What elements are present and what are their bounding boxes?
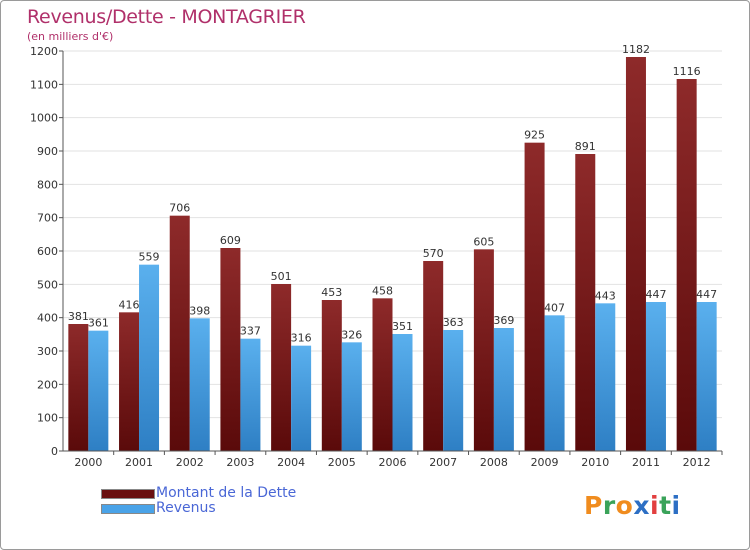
bar-revenus bbox=[443, 330, 464, 451]
x-tick-label: 2006 bbox=[379, 456, 407, 469]
data-label-dette: 1116 bbox=[673, 65, 701, 78]
y-tick-label: 1200 bbox=[30, 45, 58, 58]
chart-title: Revenus/Dette - MONTAGRIER bbox=[27, 6, 306, 28]
bar-revenus bbox=[341, 342, 362, 451]
data-label-revenus: 361 bbox=[88, 317, 109, 330]
data-label-dette: 458 bbox=[372, 284, 393, 297]
data-label-revenus: 559 bbox=[139, 251, 160, 264]
data-label-revenus: 407 bbox=[544, 301, 565, 314]
bar-dette bbox=[372, 298, 393, 451]
logo-letter: i bbox=[650, 491, 660, 520]
x-tick-label: 2002 bbox=[176, 456, 204, 469]
bar-revenus bbox=[595, 303, 616, 451]
legend-swatch-revenus bbox=[101, 504, 155, 514]
bar-revenus bbox=[139, 264, 160, 451]
x-tick-label: 2011 bbox=[632, 456, 660, 469]
bar-dette bbox=[524, 142, 545, 451]
y-tick-label: 1000 bbox=[30, 112, 58, 125]
logo-letter: i bbox=[671, 491, 681, 520]
legend-label-revenus: Revenus bbox=[156, 500, 216, 516]
bar-revenus bbox=[240, 338, 261, 451]
data-label-revenus: 447 bbox=[645, 288, 666, 301]
data-label-dette: 706 bbox=[169, 202, 190, 215]
x-tick-label: 2008 bbox=[480, 456, 508, 469]
data-label-revenus: 369 bbox=[493, 314, 514, 327]
x-tick-label: 2009 bbox=[531, 456, 559, 469]
bar-dette bbox=[220, 248, 241, 451]
y-tick-label: 0 bbox=[51, 445, 58, 458]
y-tick-label: 600 bbox=[37, 245, 58, 258]
data-label-dette: 381 bbox=[68, 310, 89, 323]
y-tick-label: 900 bbox=[37, 145, 58, 158]
data-label-dette: 453 bbox=[321, 286, 342, 299]
bar-dette bbox=[321, 300, 342, 451]
data-label-dette: 891 bbox=[575, 140, 596, 153]
bar-dette bbox=[423, 261, 444, 451]
bar-dette bbox=[625, 57, 646, 451]
bar-dette bbox=[119, 312, 140, 451]
data-label-revenus: 351 bbox=[392, 320, 413, 333]
x-tick-label: 2005 bbox=[328, 456, 356, 469]
bar-revenus bbox=[645, 302, 666, 451]
data-label-revenus: 398 bbox=[189, 304, 210, 317]
bar-revenus bbox=[88, 330, 109, 451]
data-label-dette: 1182 bbox=[622, 43, 650, 56]
bar-dette bbox=[575, 154, 596, 451]
legend-label-dette: Montant de la Dette bbox=[156, 485, 297, 501]
x-tick-label: 2007 bbox=[429, 456, 457, 469]
bar-dette bbox=[676, 79, 697, 451]
x-tick-label: 2003 bbox=[226, 456, 254, 469]
data-label-dette: 609 bbox=[220, 234, 241, 247]
data-label-dette: 501 bbox=[271, 270, 292, 283]
data-label-revenus: 363 bbox=[443, 316, 464, 329]
y-tick-label: 100 bbox=[37, 412, 58, 425]
logo-letter: t bbox=[659, 491, 672, 520]
x-tick-label: 2001 bbox=[125, 456, 153, 469]
bar-dette bbox=[271, 284, 292, 451]
bar-dette bbox=[169, 215, 190, 451]
chart-subtitle: (en milliers d'€) bbox=[27, 30, 114, 43]
logo-letter: o bbox=[615, 491, 634, 520]
x-tick-label: 2000 bbox=[74, 456, 102, 469]
x-tick-label: 2010 bbox=[581, 456, 609, 469]
logo-letter: P bbox=[584, 491, 603, 520]
x-tick-label: 2004 bbox=[277, 456, 305, 469]
y-tick-label: 800 bbox=[37, 178, 58, 191]
y-axis-ticks: 0 100 200 300 400 500 600 700 800 900 1000 1100 1200 bbox=[30, 45, 64, 458]
bar-revenus bbox=[696, 302, 717, 451]
data-label-dette: 416 bbox=[119, 298, 140, 311]
bars bbox=[68, 57, 717, 451]
data-label-dette: 925 bbox=[524, 129, 545, 142]
data-label-revenus: 443 bbox=[595, 289, 616, 302]
y-tick-label: 1100 bbox=[30, 78, 58, 91]
bar-revenus bbox=[189, 318, 210, 451]
y-tick-label: 500 bbox=[37, 278, 58, 291]
y-tick-label: 400 bbox=[37, 312, 58, 325]
y-tick-label: 300 bbox=[37, 345, 58, 358]
legend-swatch-dette bbox=[101, 489, 155, 499]
bar-revenus bbox=[544, 315, 565, 451]
data-label-revenus: 337 bbox=[240, 325, 261, 338]
logo-letter: x bbox=[633, 491, 650, 520]
bar-revenus bbox=[392, 334, 413, 451]
data-label-revenus: 447 bbox=[696, 288, 717, 301]
bar-dette bbox=[473, 249, 494, 451]
x-tick-label: 2012 bbox=[683, 456, 711, 469]
data-label-revenus: 316 bbox=[291, 332, 312, 345]
bar-dette bbox=[68, 324, 89, 451]
y-tick-label: 200 bbox=[37, 378, 58, 391]
data-label-dette: 605 bbox=[473, 235, 494, 248]
proxiti-logo: Proxiti bbox=[584, 491, 681, 520]
data-label-revenus: 326 bbox=[341, 328, 362, 341]
bar-revenus bbox=[291, 345, 312, 451]
y-tick-label: 700 bbox=[37, 212, 58, 225]
bar-revenus bbox=[493, 328, 514, 451]
data-label-dette: 570 bbox=[423, 247, 444, 260]
x-axis-ticks: 2000 2001 2002 2003 2004 2005 2006 2007 2008 2009… bbox=[63, 450, 723, 469]
logo-letter: r bbox=[602, 491, 616, 520]
